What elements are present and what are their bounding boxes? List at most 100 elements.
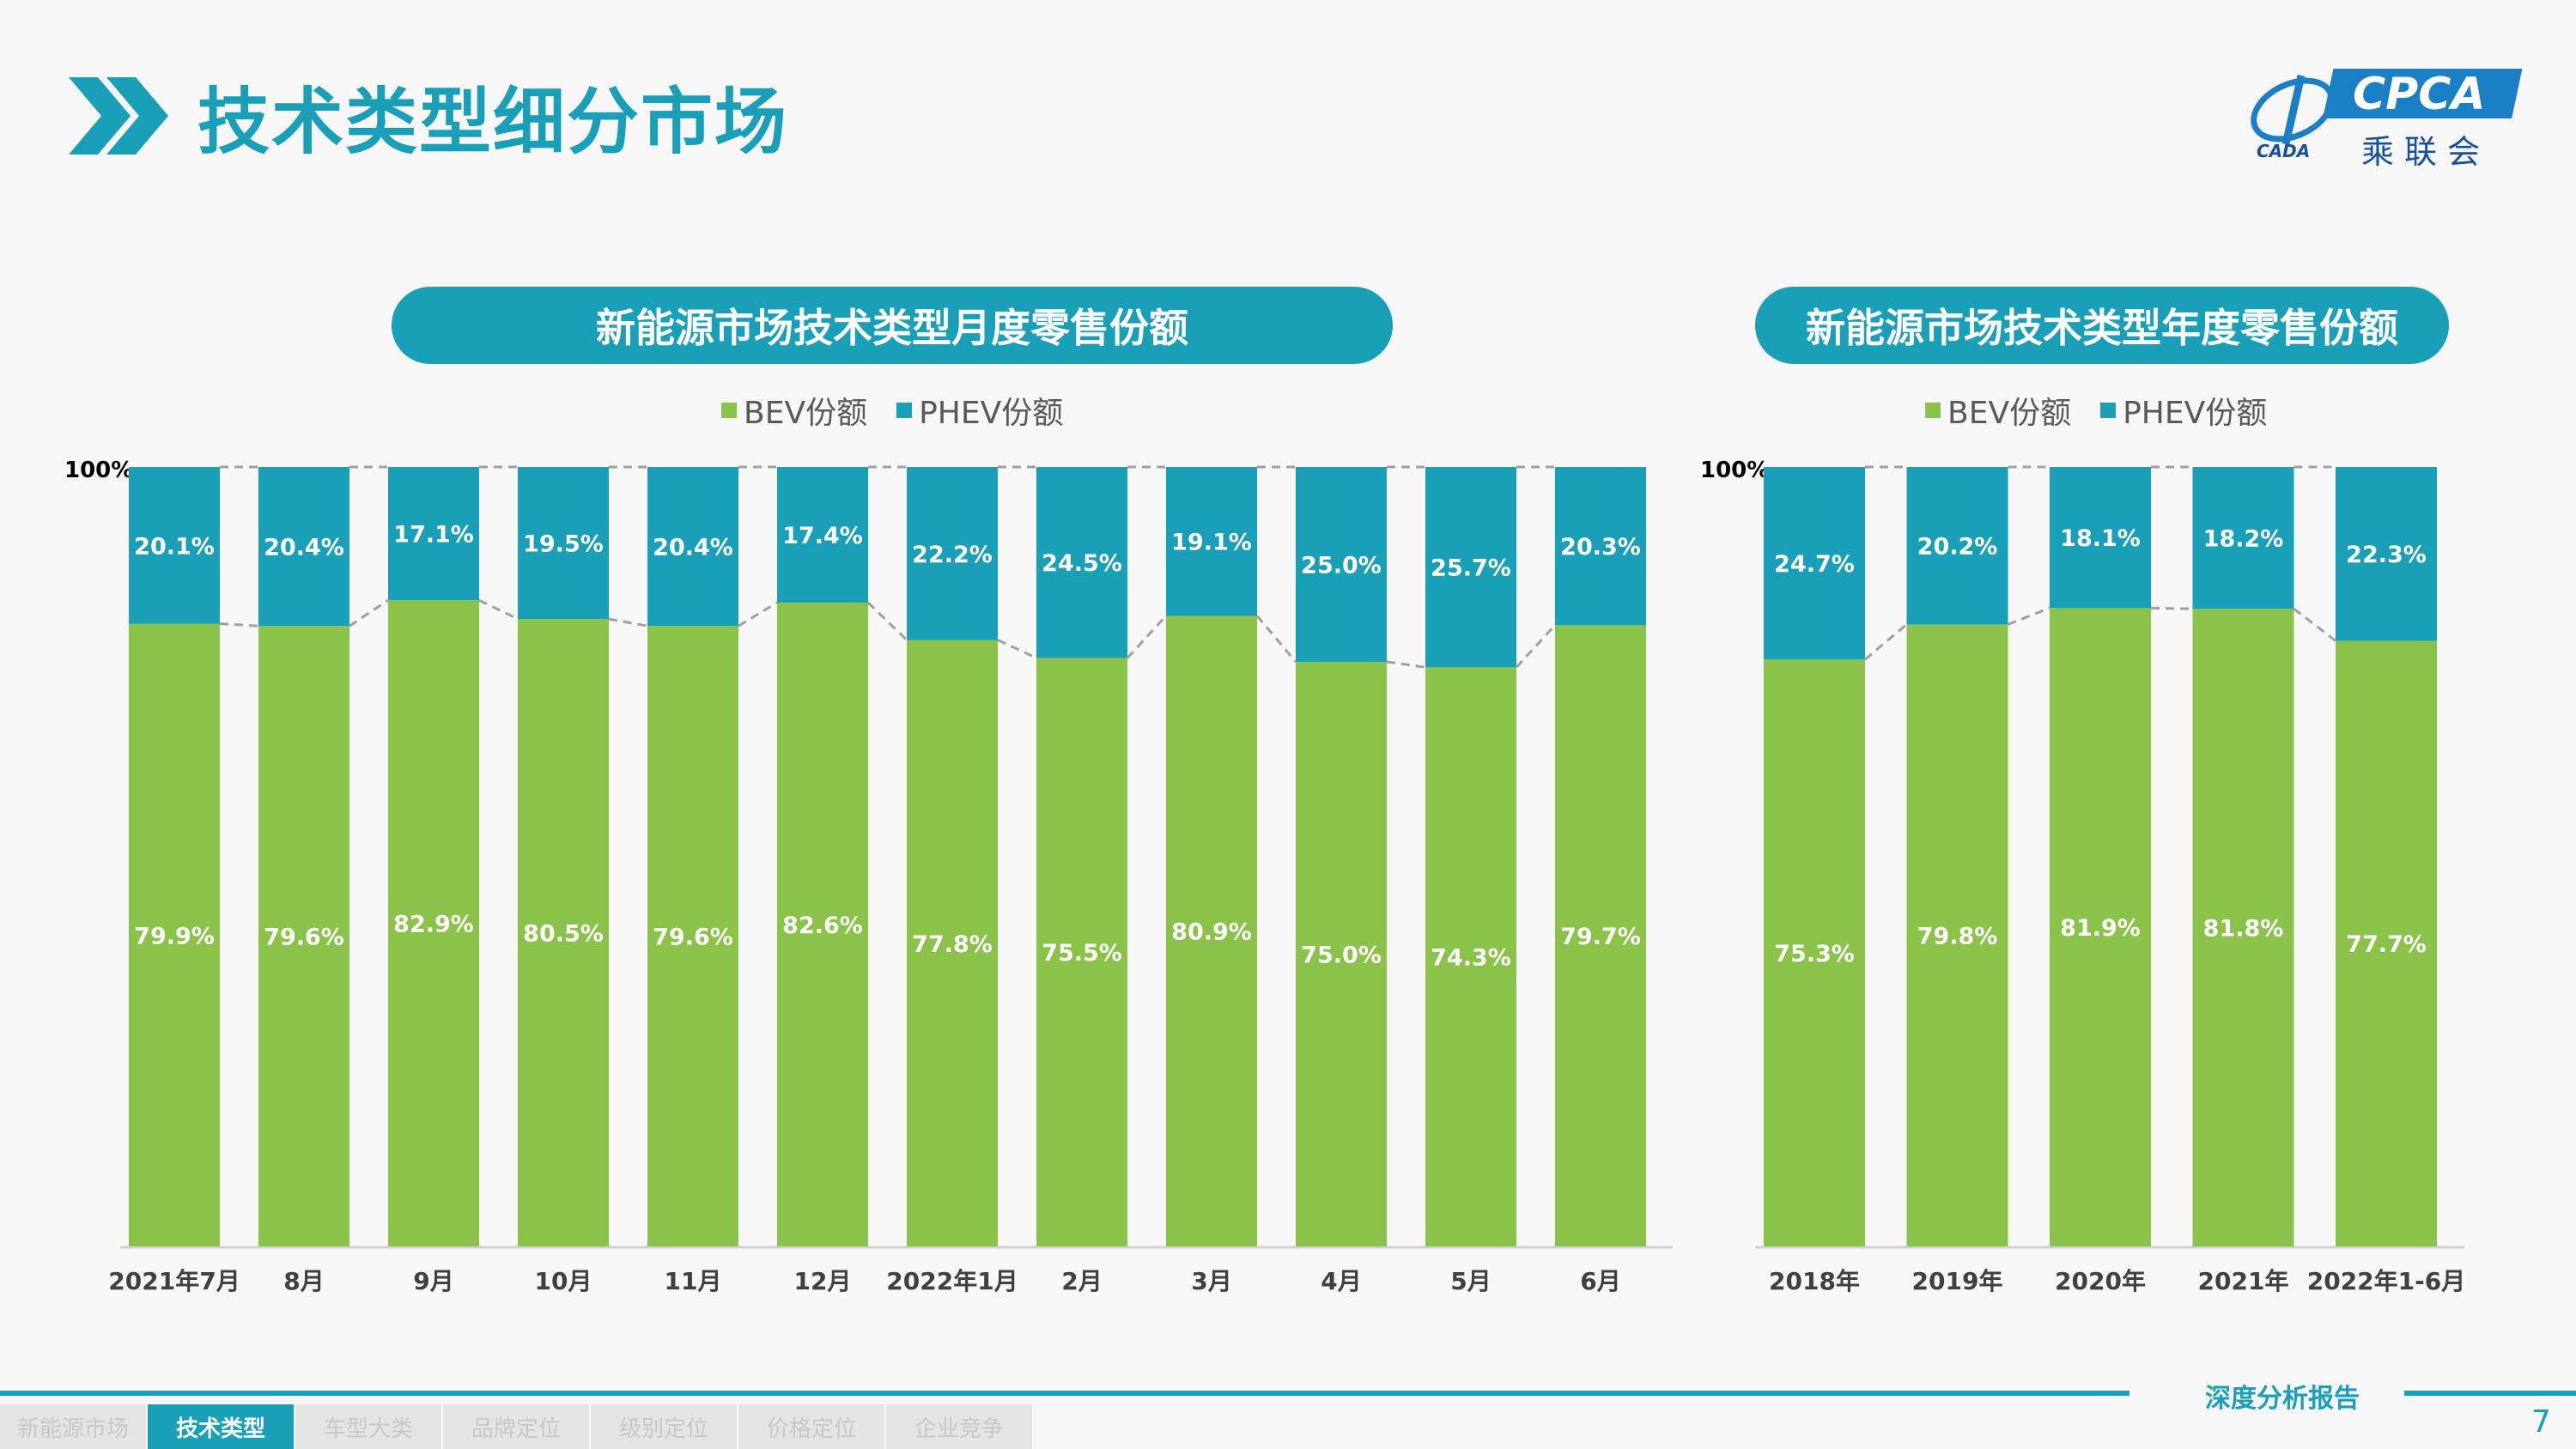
data-label-bev-9: 75.0% [1301, 943, 1382, 969]
data-label-bev-6: 77.8% [912, 931, 993, 958]
nav-tab-5[interactable]: 价格定位 [738, 1404, 884, 1449]
data-label-bev-2: 82.9% [393, 912, 474, 938]
nav-tab-4[interactable]: 级别定位 [591, 1404, 737, 1449]
data-label-bev-1: 79.6% [264, 925, 344, 951]
bar-phev-7 [1036, 467, 1127, 658]
bar-phev-4 [2336, 467, 2437, 641]
x-tick-label-4: 11月 [665, 1267, 722, 1295]
connector-split-9 [1386, 660, 1426, 669]
bar-phev-10 [1425, 467, 1516, 668]
x-tick-label-6: 2022年1月 [886, 1267, 1018, 1295]
legend-item-bev: BEV份额 [721, 388, 867, 433]
connector-split-5 [866, 601, 908, 641]
connector-split-0 [219, 622, 259, 627]
data-label-phev-1: 20.4% [264, 535, 344, 561]
bar-phev-6 [907, 467, 998, 640]
bar-bev-2 [2050, 608, 2151, 1246]
annual-chart-title: 新能源市场技术类型年度零售份额 [1755, 287, 2449, 364]
bar-bev-4 [647, 626, 738, 1246]
connector-split-10 [1515, 624, 1557, 669]
annual-legend: BEV份额 PHEV份额 [1925, 388, 2296, 433]
data-label-phev-4: 20.4% [653, 535, 733, 561]
data-label-bev-0: 79.9% [134, 923, 215, 949]
page-title: 技术类型细分市场 [197, 79, 789, 164]
connector-split-1 [349, 599, 389, 627]
logo-brand: CPCA [2353, 69, 2486, 120]
data-label-bev-7: 75.5% [1042, 940, 1122, 967]
bar-phev-11 [1555, 467, 1646, 626]
data-label-phev-1: 20.2% [1917, 534, 1998, 561]
x-tick-label-5: 12月 [794, 1267, 852, 1295]
double-chevron-icon [69, 77, 168, 155]
connector-split-2 [478, 598, 519, 621]
data-label-phev-4: 22.3% [2346, 542, 2427, 568]
data-label-bev-3: 81.8% [2203, 916, 2284, 943]
connector-split-2 [2150, 606, 2193, 610]
legend-swatch-phev [2100, 403, 2117, 418]
data-label-phev-5: 17.4% [782, 523, 863, 549]
nav-tab-0[interactable]: 新能源市场 [0, 1404, 146, 1449]
footer-tag-background [2129, 1378, 2404, 1412]
x-tick-label-10: 5月 [1450, 1267, 1491, 1295]
x-tick-label-3: 2021年 [2198, 1267, 2289, 1295]
bar-bev-3 [518, 619, 609, 1246]
data-label-phev-6: 22.2% [912, 542, 993, 568]
bar-phev-3 [2192, 467, 2294, 609]
bar-bev-2 [388, 600, 479, 1246]
legend-label-bev: BEV份额 [1947, 396, 2072, 431]
legend-item-phev: PHEV份额 [2100, 388, 2267, 433]
x-tick-label-8: 3月 [1191, 1267, 1231, 1295]
data-label-phev-3: 18.2% [2203, 526, 2284, 553]
x-tick-label-2: 9月 [413, 1267, 453, 1295]
section-nav: 新能源市场 技术类型 车型大类 品牌定位 级别定位 价格定位 企业竞争 [0, 1404, 1034, 1449]
data-label-phev-0: 24.7% [1774, 551, 1855, 578]
x-tick-label-0: 2018年 [1769, 1267, 1860, 1295]
legend-label-bev: BEV份额 [744, 396, 868, 431]
data-label-bev-10: 74.3% [1431, 945, 1511, 972]
logo-sub: 乘联会 [2361, 133, 2491, 171]
bar-bev-10 [1425, 667, 1516, 1246]
y-axis-top-label: 100% [64, 458, 133, 483]
legend-swatch-bev [721, 403, 737, 418]
y-axis-top-label: 100% [1700, 458, 1769, 483]
legend-swatch-bev [1925, 403, 1941, 418]
data-label-phev-0: 20.1% [134, 533, 215, 560]
bar-phev-3 [518, 467, 609, 620]
legend-item-bev: BEV份额 [1925, 388, 2071, 433]
legend-label-phev: PHEV份额 [2123, 396, 2268, 431]
legend-swatch-phev [896, 403, 913, 418]
data-label-bev-5: 82.6% [782, 912, 863, 939]
nav-tab-1[interactable]: 技术类型 [148, 1404, 294, 1449]
data-label-phev-2: 18.1% [2060, 525, 2141, 552]
bar-phev-9 [1296, 467, 1387, 662]
nav-tab-3[interactable]: 品牌定位 [443, 1404, 589, 1449]
bar-phev-1 [258, 467, 349, 627]
bar-bev-3 [2192, 609, 2294, 1246]
bar-phev-0 [129, 467, 220, 624]
page-number: 7 [2531, 1404, 2551, 1440]
bar-phev-1 [1906, 467, 2008, 625]
data-label-phev-2: 17.1% [393, 522, 474, 549]
bar-bev-6 [907, 640, 998, 1246]
footer-report-tag: 深度分析报告 [2205, 1384, 2360, 1414]
data-label-bev-4: 79.6% [653, 925, 733, 951]
data-label-phev-10: 25.7% [1431, 555, 1511, 582]
data-label-bev-8: 80.9% [1171, 919, 1252, 946]
bar-bev-1 [258, 626, 349, 1246]
nav-tab-2[interactable]: 车型大类 [295, 1404, 441, 1449]
legend-item-phev: PHEV份额 [896, 388, 1063, 433]
data-label-phev-11: 20.3% [1560, 534, 1641, 561]
bar-bev-0 [1764, 659, 1865, 1246]
logo-mark: CADA [2257, 141, 2311, 161]
bar-phev-4 [647, 467, 738, 627]
x-tick-label-2: 2020年 [2055, 1267, 2146, 1295]
connector-split-3 [608, 617, 648, 627]
bar-bev-0 [129, 623, 220, 1246]
cpca-logo: CPCA 乘联会 CADA [2241, 58, 2533, 171]
data-label-bev-1: 79.8% [1917, 924, 1998, 950]
nav-tab-6[interactable]: 企业竞争 [886, 1404, 1032, 1449]
bar-phev-2 [388, 467, 479, 601]
bar-bev-8 [1166, 615, 1257, 1246]
monthly-chart-title: 新能源市场技术类型月度零售份额 [392, 287, 1393, 364]
bar-bev-5 [777, 602, 868, 1246]
